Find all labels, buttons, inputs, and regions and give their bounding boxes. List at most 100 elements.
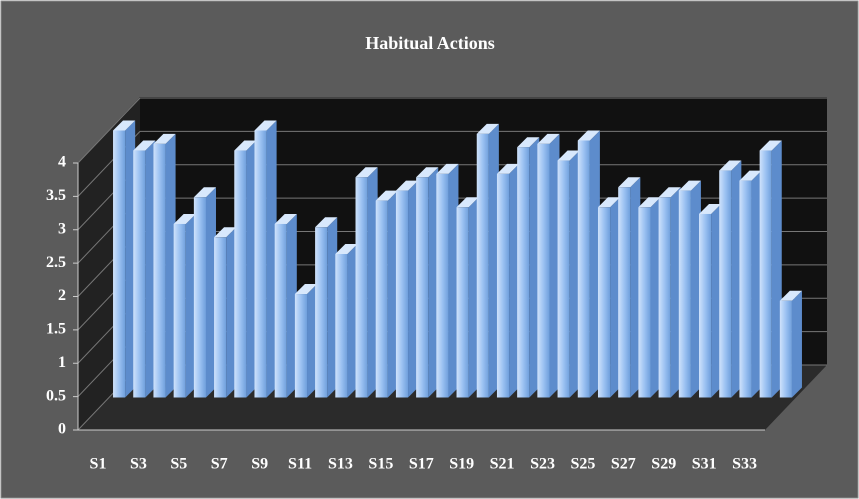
bar-face [307, 284, 318, 398]
x-tick-label: S9 [251, 456, 268, 473]
bar-face [436, 173, 449, 398]
bar [436, 163, 459, 398]
bar-face [254, 120, 277, 131]
x-tick-label: S33 [732, 456, 757, 473]
y-tick-label: 3 [58, 220, 66, 237]
bar [537, 133, 560, 398]
x-tick-label: S25 [570, 456, 595, 473]
bar-face [791, 290, 802, 398]
bar-face [630, 177, 641, 398]
bar-face [719, 160, 742, 171]
bar-face [569, 150, 580, 398]
bar-face [416, 167, 439, 178]
bar [355, 167, 378, 398]
x-tick-label: S7 [211, 456, 228, 473]
bar-face [476, 133, 489, 398]
bar-face [678, 190, 691, 398]
bar-face [618, 187, 631, 398]
bar [234, 140, 257, 398]
x-tick-label: S13 [328, 456, 353, 473]
bar [476, 123, 499, 398]
bar-face [355, 177, 368, 398]
bar-face [699, 213, 712, 398]
bar-face [294, 294, 308, 398]
bar-face [416, 177, 429, 398]
x-tick-label: S31 [692, 456, 717, 473]
bar-face [529, 137, 540, 398]
bar-face [638, 207, 651, 398]
bar-face [719, 170, 732, 398]
bar-face [638, 197, 661, 208]
y-tick-label: 0.5 [46, 387, 66, 404]
bar-face [173, 223, 186, 398]
bar-face [125, 120, 136, 398]
bar-face [327, 217, 338, 398]
bar-face [557, 150, 580, 161]
bar-face [456, 197, 479, 208]
bar-face [428, 167, 439, 398]
bar-face [557, 160, 570, 398]
bar-face [496, 173, 510, 398]
x-tick-label: S21 [490, 456, 515, 473]
bar-face [133, 140, 156, 151]
bar [456, 197, 479, 398]
bar-face [395, 180, 419, 191]
bar [779, 290, 802, 398]
bar-face [759, 140, 782, 151]
bar-face [226, 227, 237, 398]
bar-face [145, 140, 156, 398]
bar [113, 120, 136, 398]
bar [658, 187, 681, 398]
bar [719, 160, 742, 398]
bar-face [193, 187, 216, 198]
bar-face [690, 180, 701, 398]
bar [335, 243, 358, 398]
bar-face [205, 187, 216, 398]
bar [173, 213, 196, 398]
y-tick-label: 1 [58, 354, 66, 371]
bar-face [133, 150, 146, 398]
bar-face [286, 213, 297, 398]
bar-face [214, 227, 237, 238]
bar-face [537, 133, 560, 144]
bar-face [448, 163, 459, 398]
bar-face [496, 163, 520, 174]
bar-face [234, 150, 247, 398]
bar-face [650, 197, 661, 398]
bar-face [678, 180, 701, 191]
bar-face [315, 217, 338, 228]
bar-face [456, 207, 469, 398]
x-tick-label: S29 [651, 456, 676, 473]
bar-face [234, 140, 257, 151]
y-tick-label: 2 [58, 287, 66, 304]
bar-face [759, 150, 772, 398]
bar [315, 217, 338, 398]
bar-face [335, 243, 358, 254]
bar [153, 133, 176, 398]
bar-face [375, 200, 388, 398]
y-tick-label: 3.5 [46, 187, 66, 204]
bar-face [779, 290, 802, 301]
bar-face [254, 130, 267, 398]
y-tick-label: 0 [58, 421, 66, 438]
bar-face [618, 177, 641, 188]
bar-face [597, 207, 611, 398]
bar [254, 120, 277, 398]
bar-face [771, 140, 782, 398]
grid-line [77, 97, 141, 164]
bar-face [375, 190, 398, 201]
bar-face [436, 163, 459, 174]
bar-face [739, 180, 752, 398]
bar [193, 187, 216, 398]
bar-face [274, 213, 297, 224]
bar [496, 163, 520, 398]
bar [517, 137, 540, 398]
bar [375, 190, 398, 398]
x-tick-label: S11 [288, 456, 312, 473]
bar-face [517, 137, 540, 148]
y-tick-label: 4 [58, 154, 66, 171]
bar-face [246, 140, 257, 398]
bar-face [610, 197, 621, 398]
